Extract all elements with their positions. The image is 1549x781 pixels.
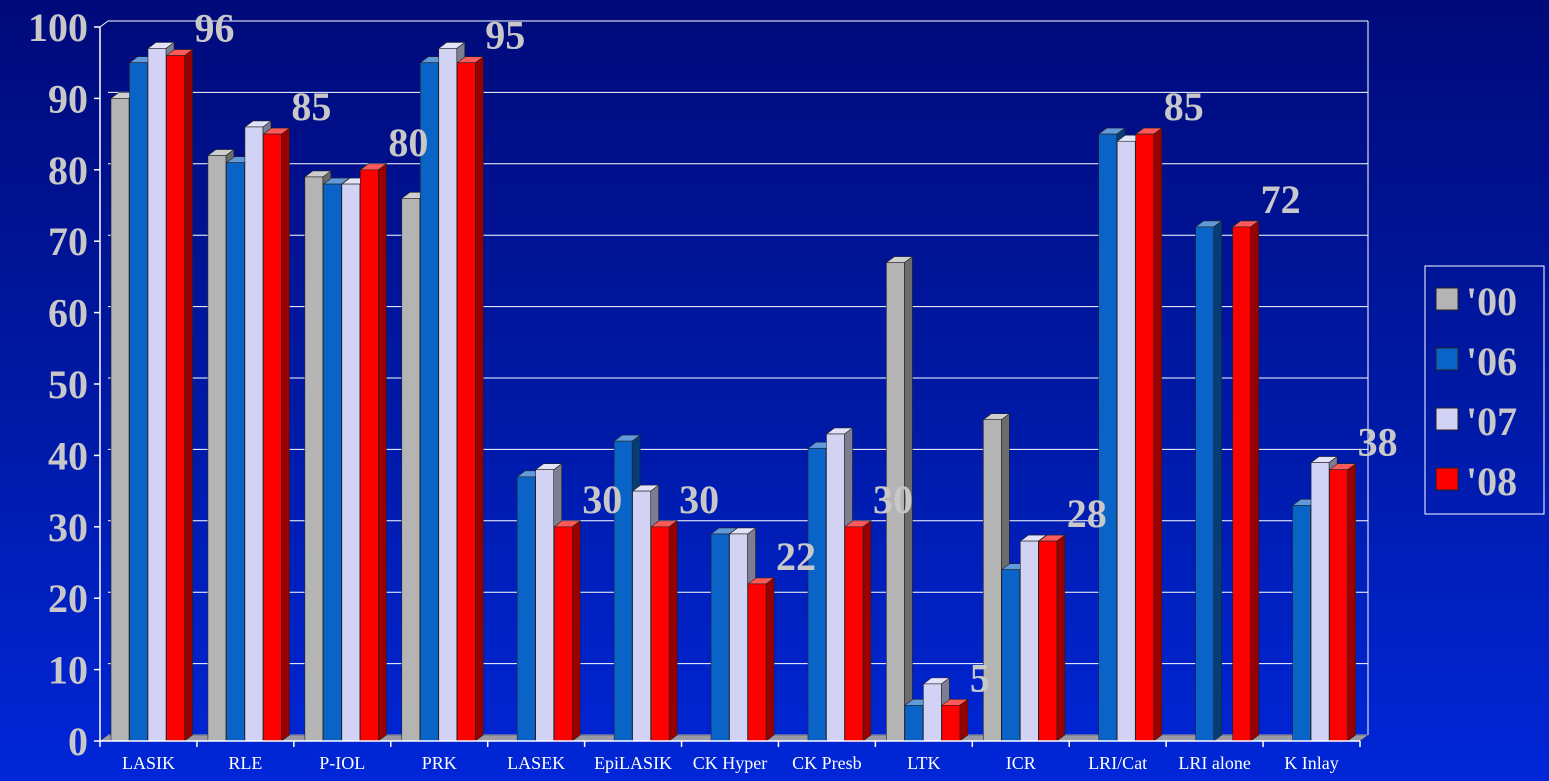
legend-label: '06	[1466, 339, 1517, 384]
bar	[650, 520, 679, 742]
data-label: 85	[291, 84, 331, 129]
bar	[747, 577, 775, 742]
x-tick-label: EpiLASIK	[594, 753, 672, 773]
y-tick-label: 30	[48, 505, 88, 550]
bar	[1194, 220, 1223, 742]
bar	[359, 163, 388, 742]
legend-swatch	[1435, 407, 1459, 431]
x-tick-label: CK Hyper	[693, 753, 768, 773]
legend: '00 '06 '07 '08	[1424, 265, 1545, 515]
data-label: 85	[1164, 84, 1204, 129]
x-tick-label: LRI/Cat	[1088, 753, 1147, 773]
y-tick-label: 10	[48, 648, 88, 693]
y-tick-label: 80	[48, 148, 88, 193]
bar	[825, 427, 854, 742]
legend-swatch	[1435, 467, 1459, 491]
x-tick-label: LRI alone	[1178, 753, 1250, 773]
legend-label: '08	[1466, 459, 1517, 504]
bar	[1037, 534, 1066, 742]
y-tick-label: 40	[48, 433, 88, 478]
data-label: 22	[776, 534, 816, 579]
y-tick-label: 70	[48, 219, 88, 264]
bar	[1134, 127, 1163, 742]
axes	[94, 26, 1361, 747]
data-labels: 96 85 80 95 30 30 22 30 5 28 85 72 38	[195, 6, 1398, 701]
data-label: 5	[970, 655, 990, 700]
y-tick-label: 60	[48, 291, 88, 336]
data-label: 96	[195, 6, 235, 51]
legend-label: '07	[1466, 399, 1517, 444]
y-tick-label: 100	[28, 5, 88, 50]
bar	[456, 56, 485, 742]
x-tick-label: LASEK	[507, 753, 565, 773]
y-tick-label: 20	[48, 576, 88, 621]
bar	[885, 256, 914, 742]
x-tick-label: K Inlay	[1284, 753, 1338, 773]
bar	[165, 48, 194, 742]
bar	[940, 698, 969, 742]
x-tick-label: PRK	[422, 753, 457, 773]
x-tick-label: P-IOL	[319, 753, 365, 773]
data-label: 38	[1358, 420, 1398, 465]
x-tick-label: ICR	[1006, 753, 1036, 773]
legend-swatch	[1435, 287, 1459, 311]
bar	[844, 520, 872, 742]
bar	[262, 127, 291, 742]
data-label: 30	[873, 477, 913, 522]
data-label: 30	[679, 477, 719, 522]
y-tick-label: 0	[68, 719, 88, 764]
bars	[110, 41, 1357, 742]
data-label: 72	[1261, 177, 1301, 222]
side-wall-edge	[99, 20, 109, 28]
x-tick-label: CK Presb	[792, 753, 862, 773]
x-tick-labels: LASIK RLE P-IOL PRK LASEK EpiLASIK CK Hyper CK …	[122, 753, 1339, 773]
legend-swatch	[1435, 347, 1459, 371]
bar	[1231, 220, 1260, 742]
bar	[1328, 463, 1357, 742]
x-tick-label: LTK	[907, 753, 940, 773]
x-tick-label: LASIK	[122, 753, 175, 773]
data-label: 30	[582, 477, 622, 522]
y-tick-label: 50	[48, 362, 88, 407]
bar	[553, 520, 582, 742]
legend-label: '00	[1466, 279, 1517, 324]
legend-box	[1424, 265, 1545, 515]
x-tick-label: RLE	[228, 753, 262, 773]
y-tick-label: 90	[48, 76, 88, 121]
y-tick-labels: 0 10 20 30 40 50 60 70 80 90 100	[28, 5, 88, 764]
data-label: 80	[388, 120, 428, 165]
data-label: 28	[1067, 491, 1107, 536]
data-label: 95	[485, 13, 525, 58]
